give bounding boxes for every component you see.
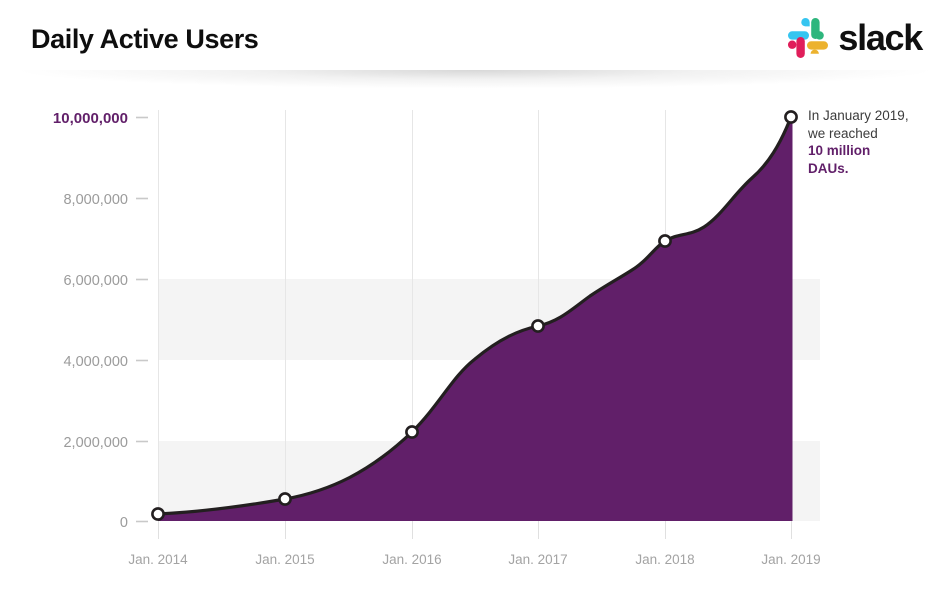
chart-annotation: In January 2019, we reached 10 million D… <box>808 107 948 177</box>
chart-line-stroke <box>156 115 793 516</box>
page-title: Daily Active Users <box>31 24 259 54</box>
data-point-jan-2018[interactable] <box>658 234 672 248</box>
page-header: Daily Active Users <box>0 0 950 94</box>
y-tick-label-8m: 8,000,000 <box>63 192 128 208</box>
annotation-line-2: we reached <box>808 125 878 141</box>
chart-container: 10,000,000 8,000,000 6,000,000 4,000,000… <box>0 72 950 589</box>
data-point-jan-2014[interactable] <box>151 507 165 521</box>
data-point-jan-2015[interactable] <box>278 492 292 506</box>
slack-logo: slack <box>788 17 923 58</box>
chart-y-axis-labels: 10,000,000 8,000,000 6,000,000 4,000,000… <box>53 110 128 531</box>
annotation-line-1: In January 2019, <box>808 108 909 123</box>
data-point-jan-2019[interactable] <box>784 110 798 124</box>
data-point-jan-2016[interactable] <box>405 425 419 439</box>
annotation-line-3: 10 million <box>808 143 871 158</box>
slack-wordmark: slack <box>838 17 923 58</box>
y-tick-label-6m: 6,000,000 <box>63 273 128 289</box>
x-tick-label-jan-2015: Jan. 2015 <box>255 552 314 567</box>
chart-area-fill <box>158 117 791 521</box>
x-tick-label-jan-2019: Jan. 2019 <box>761 552 820 567</box>
chart-x-axis-labels: Jan. 2014 Jan. 2015 Jan. 2016 Jan. 2017 … <box>128 552 820 567</box>
x-tick-label-jan-2016: Jan. 2016 <box>382 552 441 567</box>
annotation-line-4: DAUs. <box>808 160 849 176</box>
data-point-jan-2017[interactable] <box>531 319 545 333</box>
chart-axis-tick-stubs <box>158 521 792 539</box>
y-tick-label-10m: 10,000,000 <box>53 110 128 127</box>
x-tick-label-jan-2018: Jan. 2018 <box>635 552 694 567</box>
slack-hash-icon <box>788 18 829 58</box>
x-tick-label-jan-2014: Jan. 2014 <box>128 552 188 567</box>
y-tick-label-4m: 4,000,000 <box>63 354 128 370</box>
y-tick-label-2m: 2,000,000 <box>63 435 128 451</box>
daily-active-users-area-chart: 10,000,000 8,000,000 6,000,000 4,000,000… <box>53 110 821 589</box>
chart-data-markers <box>151 110 798 521</box>
y-tick-label-0: 0 <box>120 515 128 531</box>
x-tick-label-jan-2017: Jan. 2017 <box>508 552 567 567</box>
chart-y-tick-marks <box>136 116 148 523</box>
